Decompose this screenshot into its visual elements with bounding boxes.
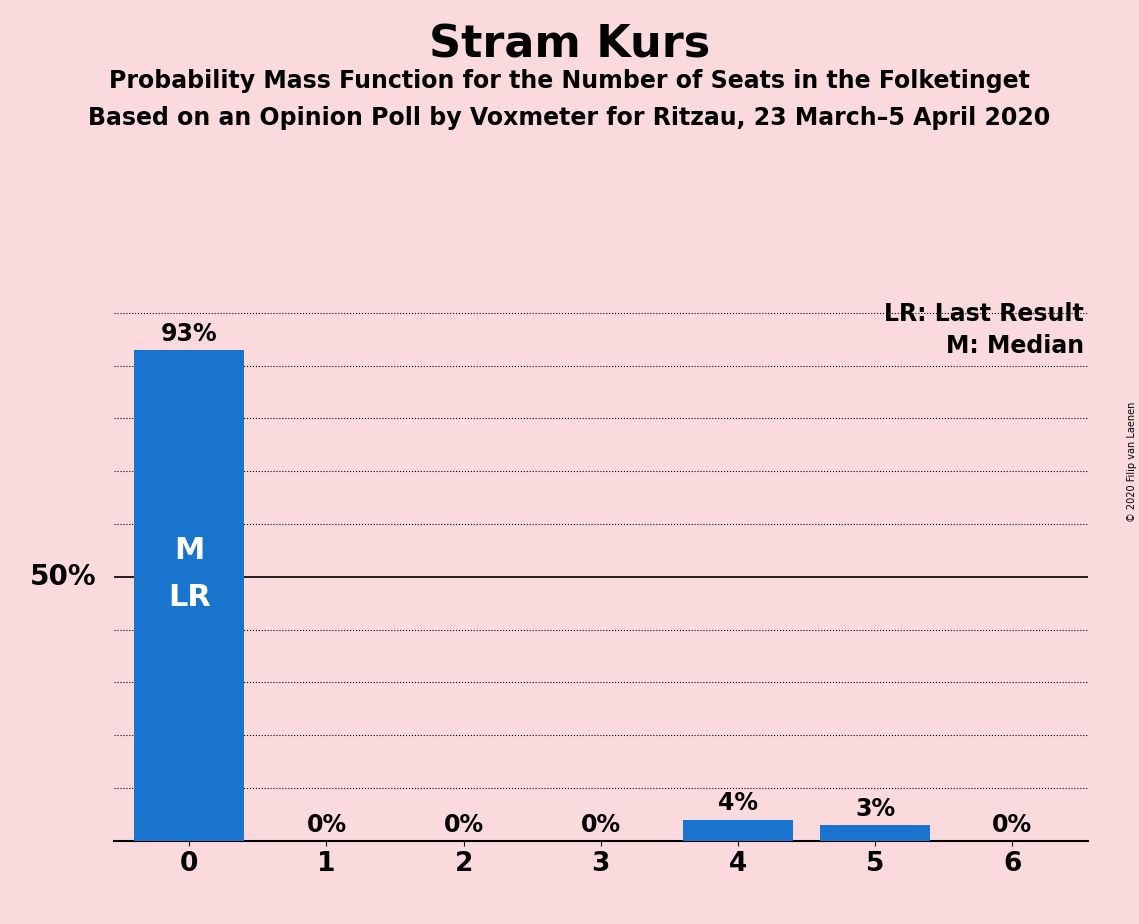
Bar (820, 825, 931, 841)
Text: Probability Mass Function for the Number of Seats in the Folketinget: Probability Mass Function for the Number… (109, 69, 1030, 93)
Text: © 2020 Filip van Laenen: © 2020 Filip van Laenen (1128, 402, 1137, 522)
Text: Based on an Opinion Poll by Voxmeter for Ritzau, 23 March–5 April 2020: Based on an Opinion Poll by Voxmeter for… (89, 106, 1050, 130)
Text: 0%: 0% (443, 812, 484, 836)
Text: 50%: 50% (30, 563, 96, 590)
Text: 93%: 93% (161, 322, 218, 346)
Text: LR: LR (167, 583, 211, 613)
Bar (683, 820, 793, 841)
Text: 0%: 0% (306, 812, 346, 836)
Text: 0%: 0% (992, 812, 1032, 836)
Text: 3%: 3% (855, 796, 895, 821)
Text: 4%: 4% (718, 792, 757, 816)
Text: M: M (174, 536, 205, 565)
Text: Stram Kurs: Stram Kurs (429, 23, 710, 67)
Text: LR: Last Result: LR: Last Result (884, 302, 1083, 326)
Bar (134, 350, 244, 841)
Text: 0%: 0% (581, 812, 621, 836)
Text: M: Median: M: Median (945, 334, 1083, 358)
